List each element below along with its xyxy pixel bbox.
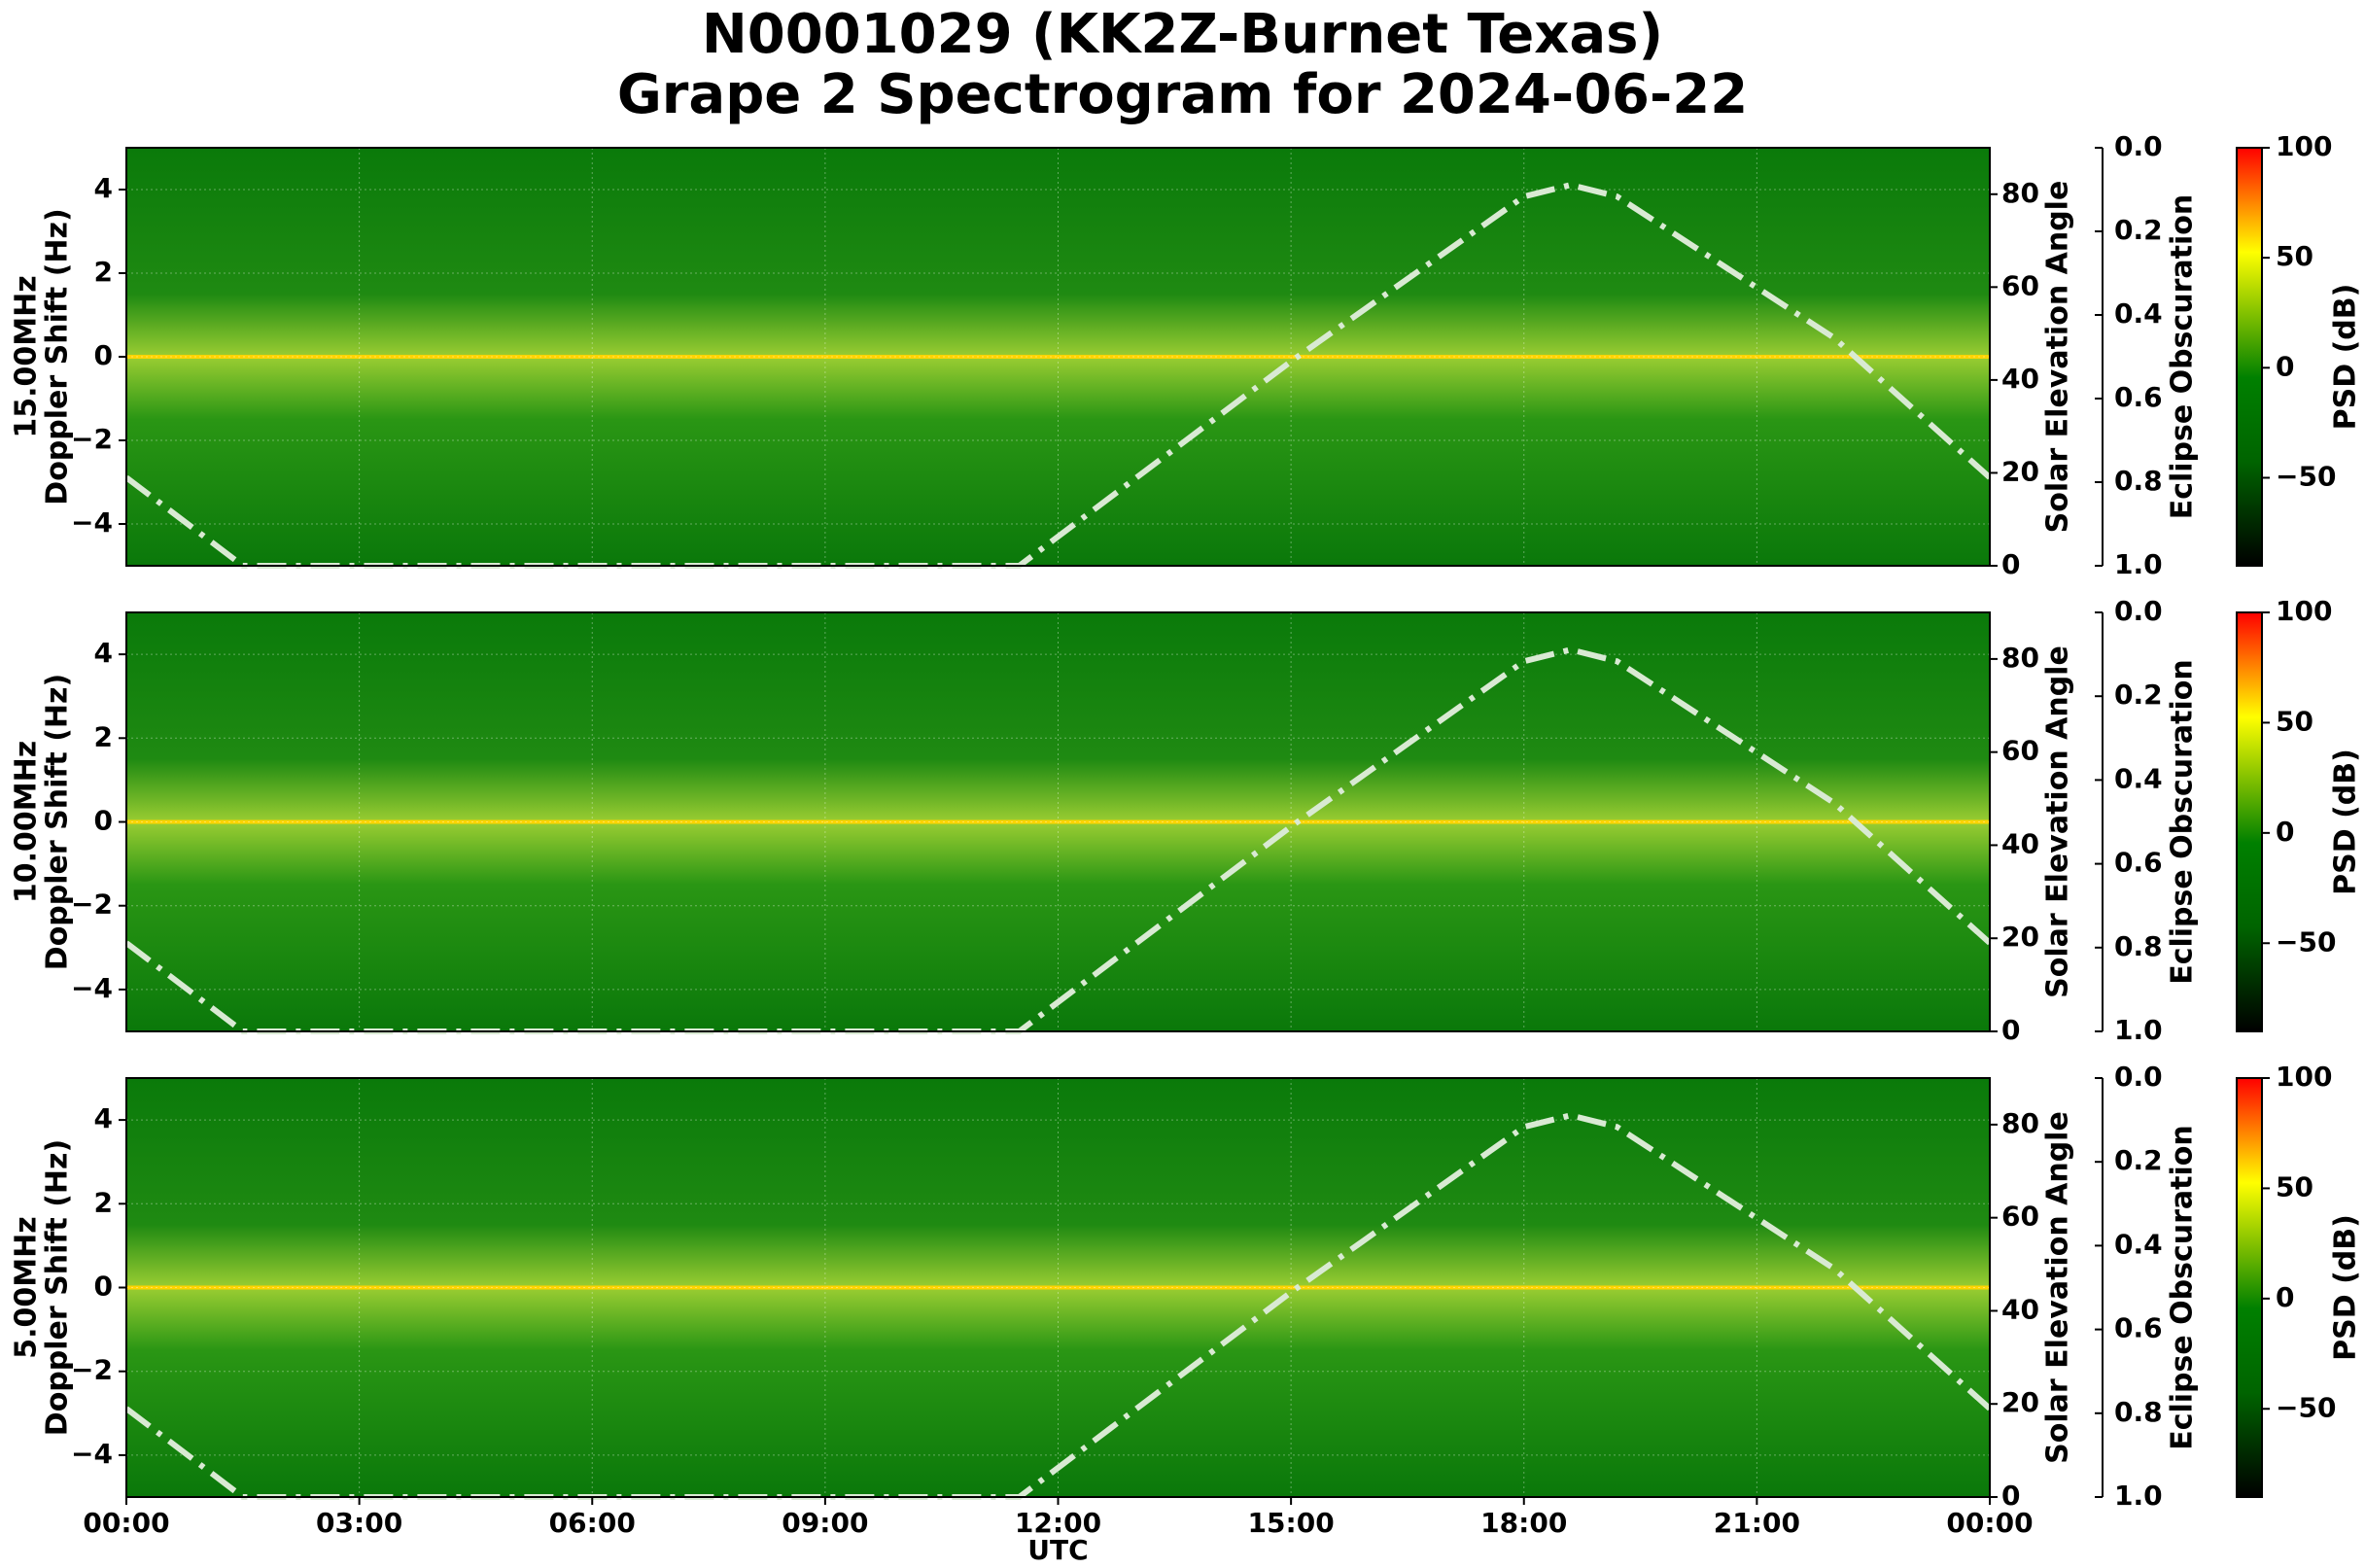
elevation-axis-label: Solar Elevation Angle	[2041, 645, 2075, 998]
colorbar-tick-label: 100	[2276, 130, 2332, 162]
y-tick-label: −2	[71, 1354, 113, 1386]
elevation-tick-label: 0	[2001, 548, 2020, 580]
obscuration-axis-label: Eclipse Obscuration	[2166, 1125, 2200, 1450]
y-tick-label: 0	[94, 805, 113, 837]
panel-frequency-label: 15.00MHz	[10, 275, 44, 437]
obscuration-tick-label: 0.6	[2114, 381, 2163, 413]
x-axis-label: UTC	[1027, 1534, 1088, 1566]
colorbar-tick-label: 50	[2276, 240, 2313, 272]
elevation-tick-label: 20	[2001, 921, 2039, 953]
panel-2	[119, 611, 2270, 1034]
colorbar-tick-label: −50	[2276, 1391, 2336, 1423]
x-tick-label: 06:00	[549, 1507, 636, 1539]
panel-frequency-label: 10.00MHz	[10, 741, 44, 903]
y-tick-label: 2	[94, 256, 113, 288]
obscuration-tick-label: 1.0	[2114, 1480, 2163, 1512]
panel-3	[119, 1077, 2270, 1500]
obscuration-tick-label: 0.8	[2114, 1396, 2163, 1428]
y-tick-label: 0	[94, 1271, 113, 1303]
obscuration-tick-label: 0.6	[2114, 847, 2163, 879]
elevation-tick-label: 60	[2001, 735, 2039, 767]
obscuration-tick-label: 0.4	[2114, 1228, 2163, 1260]
obscuration-tick-label: 0.8	[2114, 930, 2163, 962]
elevation-tick-label: 80	[2001, 177, 2039, 209]
x-tick-label: 03:00	[316, 1507, 402, 1539]
obscuration-tick-label: 0.2	[2114, 214, 2163, 246]
y-tick-label: 0	[94, 339, 113, 371]
colorbar-tick-label: −50	[2276, 925, 2336, 958]
psd-colorbar	[2236, 147, 2263, 567]
elevation-axis-label: Solar Elevation Angle	[2041, 1111, 2075, 1464]
colorbar-tick-label: 0	[2276, 816, 2294, 848]
x-tick-label: 15:00	[1248, 1507, 1335, 1539]
y-tick-label: −4	[71, 506, 113, 539]
elevation-tick-label: 60	[2001, 269, 2039, 301]
elevation-tick-label: 40	[2001, 1293, 2039, 1325]
obscuration-tick-label: 0.0	[2114, 1061, 2163, 1093]
psd-colorbar	[2236, 1077, 2263, 1498]
x-tick-label: 00:00	[1946, 1507, 2033, 1539]
colorbar-label: PSD (dB)	[2329, 284, 2363, 431]
obscuration-tick-label: 1.0	[2114, 1014, 2163, 1046]
panel-1	[119, 147, 2270, 569]
obscuration-tick-label: 1.0	[2114, 548, 2163, 580]
colorbar-tick-label: 100	[2276, 1061, 2332, 1093]
y-tick-label: −2	[71, 889, 113, 921]
y-tick-label: −4	[71, 1438, 113, 1470]
obscuration-tick-label: 0.8	[2114, 465, 2163, 497]
y-tick-label: 4	[94, 1102, 113, 1134]
x-tick-label: 00:00	[83, 1507, 169, 1539]
elevation-tick-label: 80	[2001, 642, 2039, 674]
y-tick-label: 4	[94, 637, 113, 669]
obscuration-axis-label: Eclipse Obscuration	[2166, 659, 2200, 985]
y-axis-label: Doppler Shift (Hz)	[41, 674, 75, 970]
panel-frequency-label: 5.00MHz	[10, 1216, 44, 1358]
obscuration-tick-label: 0.2	[2114, 1144, 2163, 1176]
elevation-tick-label: 0	[2001, 1014, 2020, 1046]
colorbar-tick-label: 0	[2276, 1281, 2294, 1313]
elevation-tick-label: 80	[2001, 1107, 2039, 1139]
elevation-tick-label: 20	[2001, 1386, 2039, 1418]
colorbar-label: PSD (dB)	[2329, 749, 2363, 895]
obscuration-tick-label: 0.2	[2114, 679, 2163, 711]
y-tick-label: −4	[71, 972, 113, 1004]
colorbar-tick-label: 50	[2276, 705, 2313, 737]
y-axis-label: Doppler Shift (Hz)	[41, 1139, 75, 1436]
y-tick-label: 2	[94, 1186, 113, 1218]
obscuration-tick-label: 0.0	[2114, 595, 2163, 627]
x-tick-label: 09:00	[782, 1507, 868, 1539]
colorbar-tick-label: 100	[2276, 595, 2332, 627]
x-tick-label: 12:00	[1015, 1507, 1101, 1539]
y-tick-label: 2	[94, 720, 113, 752]
colorbar-tick-label: 50	[2276, 1170, 2313, 1202]
elevation-axis-label: Solar Elevation Angle	[2041, 181, 2075, 534]
elevation-tick-label: 0	[2001, 1480, 2020, 1512]
obscuration-tick-label: 0.6	[2114, 1312, 2163, 1344]
elevation-tick-label: 40	[2001, 363, 2039, 395]
x-tick-label: 21:00	[1714, 1507, 1800, 1539]
y-tick-label: 4	[94, 172, 113, 204]
psd-colorbar	[2236, 611, 2263, 1032]
obscuration-tick-label: 0.4	[2114, 297, 2163, 330]
y-axis-label: Doppler Shift (Hz)	[41, 208, 75, 505]
x-tick-label: 18:00	[1480, 1507, 1567, 1539]
obscuration-tick-label: 0.4	[2114, 762, 2163, 794]
elevation-tick-label: 20	[2001, 455, 2039, 487]
colorbar-label: PSD (dB)	[2329, 1214, 2363, 1361]
y-tick-label: −2	[71, 423, 113, 455]
chart-title-line1: N0001029 (KK2Z-Burnet Texas)	[701, 3, 1664, 66]
colorbar-tick-label: 0	[2276, 350, 2294, 382]
colorbar-tick-label: −50	[2276, 460, 2336, 492]
elevation-tick-label: 40	[2001, 827, 2039, 859]
chart-title-line2: Grape 2 Spectrogram for 2024-06-22	[616, 63, 1749, 126]
obscuration-axis-label: Eclipse Obscuration	[2166, 194, 2200, 520]
obscuration-tick-label: 0.0	[2114, 130, 2163, 162]
elevation-tick-label: 60	[2001, 1201, 2039, 1233]
